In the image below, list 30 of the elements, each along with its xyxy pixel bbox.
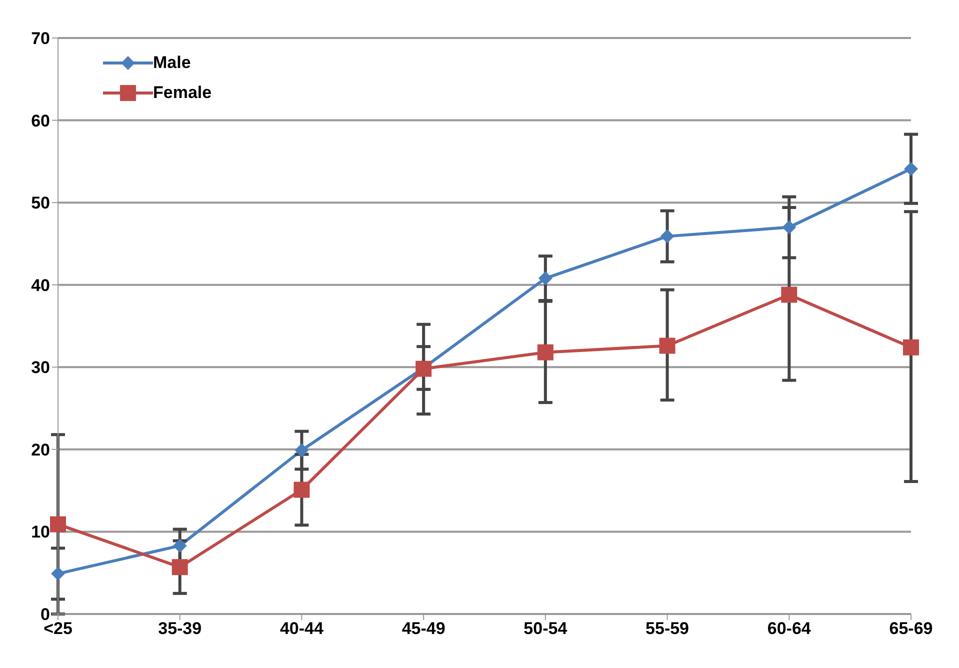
y-tick-label: 60	[31, 111, 50, 130]
y-tick-label: 20	[31, 440, 50, 460]
point	[51, 566, 65, 581]
point	[904, 162, 918, 176]
point	[537, 344, 554, 360]
y-tick-label: 10	[31, 522, 50, 542]
legend-label: Male	[153, 53, 191, 73]
y-tick-label: 70	[31, 29, 50, 48]
point	[294, 443, 309, 458]
x-tick-label: 65-69	[889, 619, 933, 638]
x-tick-label: 55-59	[646, 619, 690, 638]
point	[294, 482, 310, 498]
x-tick-label: 45-49	[402, 619, 446, 638]
point	[50, 516, 66, 532]
point	[781, 286, 798, 303]
point	[903, 339, 919, 356]
y-tick-label: 50	[31, 194, 50, 213]
x-tick-label: 60-64	[767, 619, 812, 638]
x-tick-label: 50-54	[524, 619, 568, 638]
point	[659, 338, 676, 354]
legend-label: Female	[153, 83, 212, 103]
x-tick-label: 35-39	[158, 619, 202, 638]
y-tick-label: 40	[31, 276, 50, 295]
point	[538, 271, 552, 286]
point	[172, 538, 187, 553]
point	[172, 559, 188, 576]
x-tick-label: 40-44	[280, 619, 324, 638]
point	[660, 229, 674, 244]
point	[782, 220, 796, 234]
y-tick-label: 30	[31, 358, 50, 378]
